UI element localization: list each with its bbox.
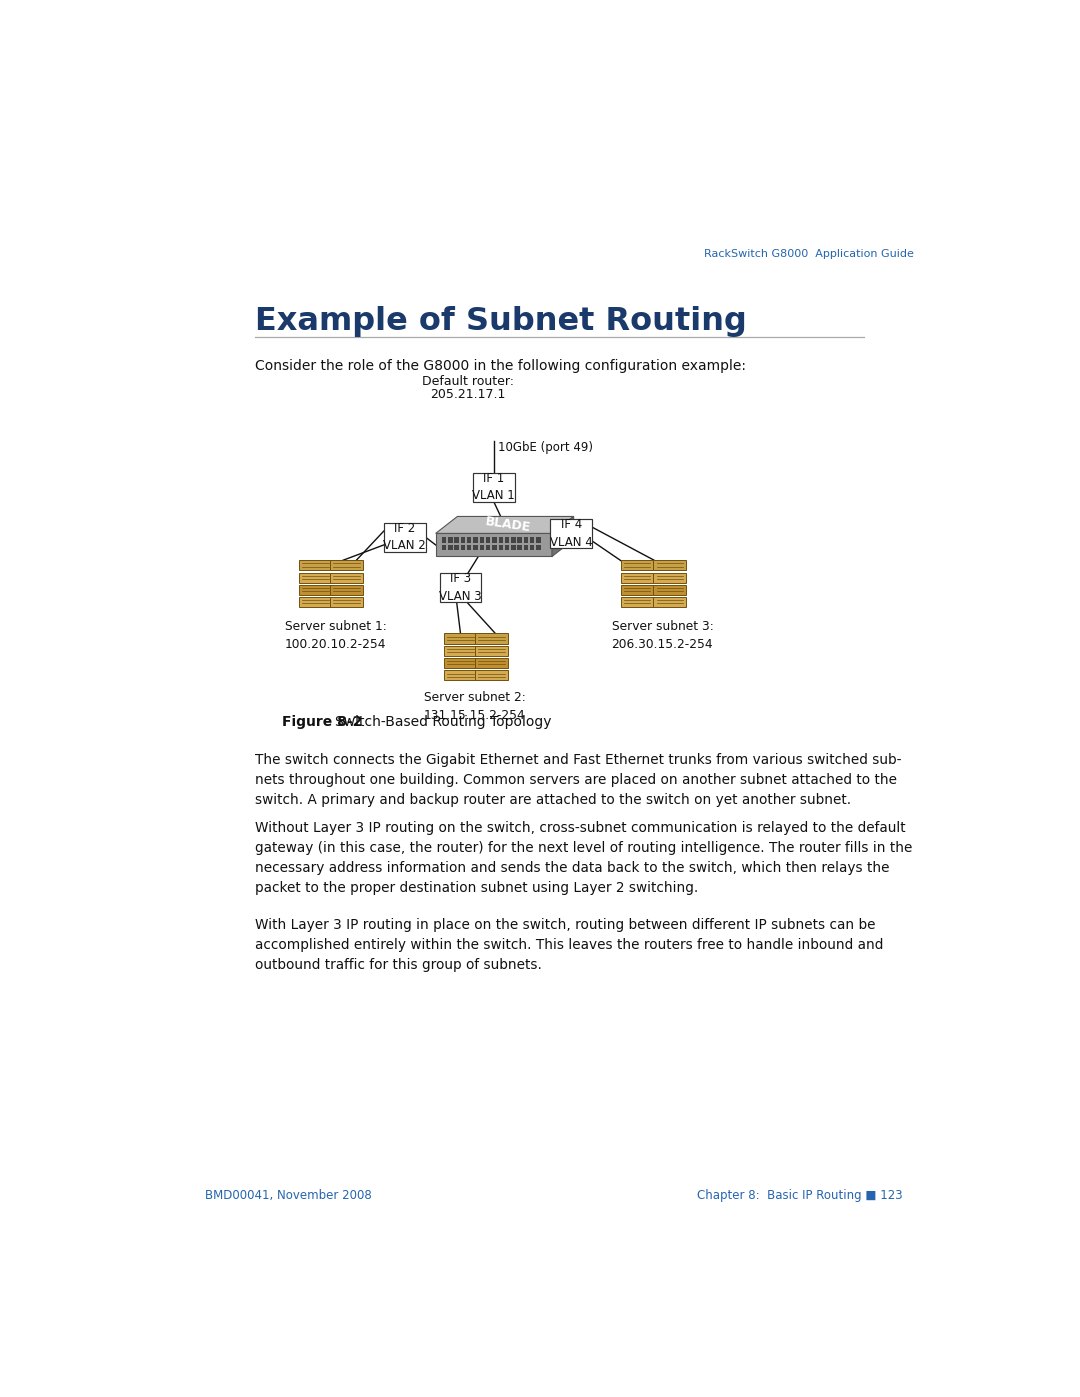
Bar: [504, 538, 510, 542]
Bar: [444, 633, 476, 644]
Text: Chapter 8:  Basic IP Routing ■ 123: Chapter 8: Basic IP Routing ■ 123: [697, 1189, 902, 1201]
Bar: [530, 538, 535, 542]
Bar: [537, 545, 541, 550]
Polygon shape: [435, 534, 552, 556]
Bar: [461, 538, 465, 542]
Bar: [653, 573, 686, 583]
Bar: [455, 545, 459, 550]
Bar: [621, 573, 653, 583]
Text: 10GbE (port 49): 10GbE (port 49): [499, 440, 594, 454]
Bar: [467, 538, 472, 542]
Bar: [448, 545, 453, 550]
Bar: [330, 560, 363, 570]
Bar: [475, 671, 508, 680]
Text: Figure 8-2: Figure 8-2: [282, 715, 363, 729]
Bar: [492, 545, 497, 550]
Text: Without Layer 3 IP routing on the switch, cross-subnet communication is relayed : Without Layer 3 IP routing on the switch…: [255, 820, 913, 894]
Bar: [473, 545, 477, 550]
Text: Consider the role of the G8000 in the following configuration example:: Consider the role of the G8000 in the fo…: [255, 359, 746, 373]
Bar: [653, 560, 686, 570]
Bar: [621, 598, 653, 608]
Bar: [299, 585, 332, 595]
Text: BMD00041, November 2008: BMD00041, November 2008: [205, 1189, 372, 1201]
Bar: [473, 538, 477, 542]
Text: The switch connects the Gigabit Ethernet and Fast Ethernet trunks from various s: The switch connects the Gigabit Ethernet…: [255, 753, 902, 807]
Bar: [499, 538, 503, 542]
Bar: [442, 545, 446, 550]
Bar: [504, 545, 510, 550]
Text: BLADE: BLADE: [485, 515, 532, 535]
Bar: [444, 671, 476, 680]
Bar: [551, 518, 592, 548]
Bar: [621, 560, 653, 570]
Bar: [299, 598, 332, 608]
Text: RackSwitch G8000  Application Guide: RackSwitch G8000 Application Guide: [704, 249, 914, 258]
Text: Example of Subnet Routing: Example of Subnet Routing: [255, 306, 747, 337]
Bar: [653, 598, 686, 608]
Bar: [480, 545, 484, 550]
Bar: [461, 545, 465, 550]
Text: Server subnet 1:
100.20.10.2-254: Server subnet 1: 100.20.10.2-254: [284, 620, 387, 651]
Bar: [486, 538, 490, 542]
Text: Default router:: Default router:: [422, 376, 514, 388]
Text: With Layer 3 IP routing in place on the switch, routing between different IP sub: With Layer 3 IP routing in place on the …: [255, 918, 883, 972]
Text: Server subnet 2:
131.15.15.2-254: Server subnet 2: 131.15.15.2-254: [424, 692, 526, 722]
Bar: [442, 538, 446, 542]
Bar: [653, 585, 686, 595]
Bar: [467, 545, 472, 550]
Bar: [330, 573, 363, 583]
Bar: [330, 585, 363, 595]
Text: 205.21.17.1: 205.21.17.1: [431, 388, 505, 401]
Bar: [473, 472, 515, 502]
Bar: [383, 522, 426, 552]
Bar: [475, 658, 508, 668]
Bar: [475, 633, 508, 644]
Bar: [455, 538, 459, 542]
Polygon shape: [552, 517, 573, 556]
Bar: [499, 545, 503, 550]
Bar: [444, 645, 476, 655]
Bar: [448, 538, 453, 542]
Bar: [475, 645, 508, 655]
Text: IF 1
VLAN 1: IF 1 VLAN 1: [472, 472, 515, 503]
Bar: [444, 658, 476, 668]
Bar: [530, 545, 535, 550]
Bar: [486, 545, 490, 550]
Bar: [517, 545, 522, 550]
Bar: [299, 573, 332, 583]
Bar: [511, 538, 515, 542]
Text: IF 2
VLAN 2: IF 2 VLAN 2: [383, 522, 427, 552]
Bar: [440, 573, 482, 602]
Text: Server subnet 3:
206.30.15.2-254: Server subnet 3: 206.30.15.2-254: [611, 620, 714, 651]
Bar: [299, 560, 332, 570]
Bar: [330, 598, 363, 608]
Bar: [492, 538, 497, 542]
Bar: [480, 538, 484, 542]
Bar: [537, 538, 541, 542]
Bar: [524, 545, 528, 550]
Text: IF 3
VLAN 3: IF 3 VLAN 3: [440, 571, 482, 602]
Polygon shape: [435, 517, 573, 534]
Bar: [621, 585, 653, 595]
Bar: [517, 538, 522, 542]
Bar: [524, 538, 528, 542]
Text: Switch-Based Routing Topology: Switch-Based Routing Topology: [335, 715, 552, 729]
Bar: [511, 545, 515, 550]
Text: IF 4
VLAN 4: IF 4 VLAN 4: [550, 518, 593, 549]
